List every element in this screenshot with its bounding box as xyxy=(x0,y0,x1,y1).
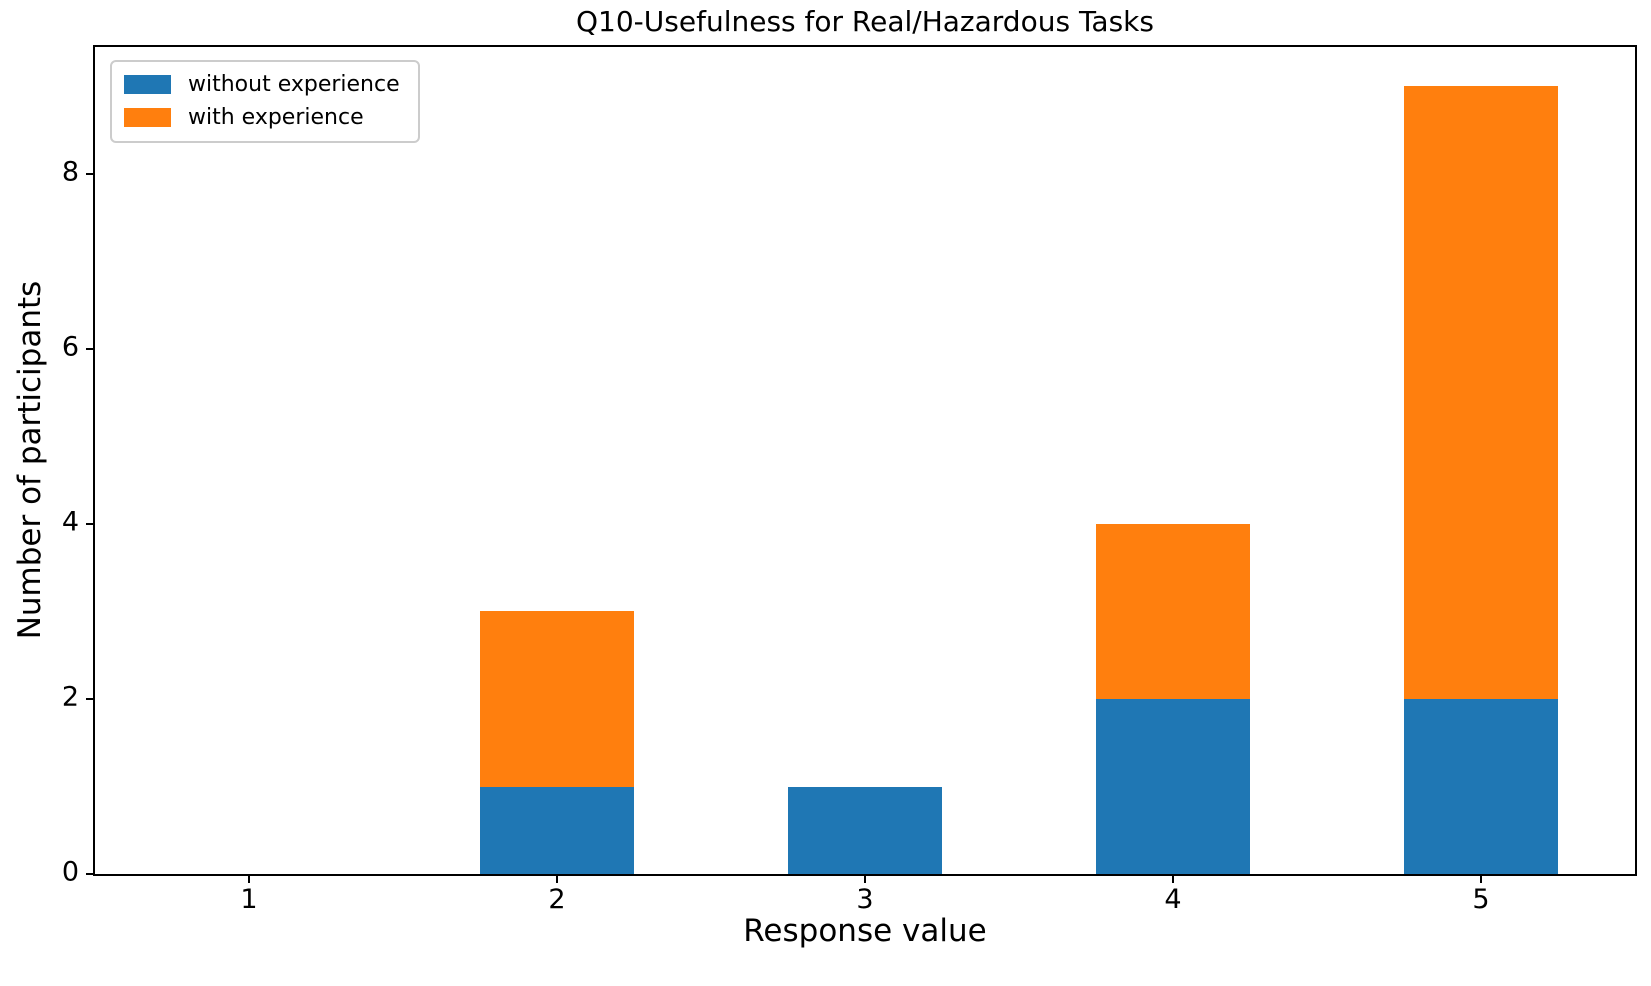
legend: without experience with experience xyxy=(110,60,420,143)
x-tick-mark-4 xyxy=(1172,874,1174,883)
x-tick-label-4: 4 xyxy=(1164,884,1182,915)
y-axis-label: Number of participants xyxy=(11,280,48,640)
legend-swatch-with-experience xyxy=(124,108,171,128)
bar-3-without-experience xyxy=(788,786,942,874)
plot-area: 1 2 3 4 5 0 2 4 6 8 without experience with exper… xyxy=(62,45,1637,913)
legend-swatch-without-experience xyxy=(124,75,171,95)
x-axis-label: Response value xyxy=(743,913,987,949)
x-tick-mark-3 xyxy=(864,874,866,883)
y-tick-mark-0 xyxy=(86,873,95,875)
legend-item-with-experience: with experience xyxy=(124,105,400,130)
y-tick-mark-2 xyxy=(86,697,95,700)
legend-label-with-experience: with experience xyxy=(188,105,364,131)
y-tick-label-2: 2 xyxy=(61,681,79,713)
x-tick-mark-5 xyxy=(1480,874,1482,883)
legend-item-without-experience: without experience xyxy=(124,72,400,97)
x-tick-label-2: 2 xyxy=(548,884,566,915)
x-tick-label-5: 5 xyxy=(1472,884,1490,915)
x-tick-mark-1 xyxy=(248,874,250,883)
x-tick-label-3: 3 xyxy=(856,884,874,915)
bar-5-with-experience xyxy=(1404,86,1558,699)
y-tick-mark-6 xyxy=(86,347,95,350)
y-tick-label-8: 8 xyxy=(61,156,79,188)
x-tick-mark-2 xyxy=(556,874,558,883)
bar-4-with-experience xyxy=(1096,523,1250,699)
x-tick-label-1: 1 xyxy=(240,884,258,915)
y-tick-label-6: 6 xyxy=(61,331,79,363)
bar-5-without-experience xyxy=(1404,698,1558,874)
y-tick-label-4: 4 xyxy=(61,506,79,538)
bar-2-without-experience xyxy=(480,786,634,874)
bar-4-without-experience xyxy=(1096,698,1250,874)
legend-label-without-experience: without experience xyxy=(188,72,400,97)
y-tick-mark-8 xyxy=(86,172,95,175)
y-tick-mark-4 xyxy=(86,522,95,525)
y-tick-label-0: 0 xyxy=(61,856,79,888)
chart-title: Q10-Usefulness for Real/Hazardous Tasks xyxy=(576,5,1154,38)
bar-2-with-experience xyxy=(480,611,634,787)
